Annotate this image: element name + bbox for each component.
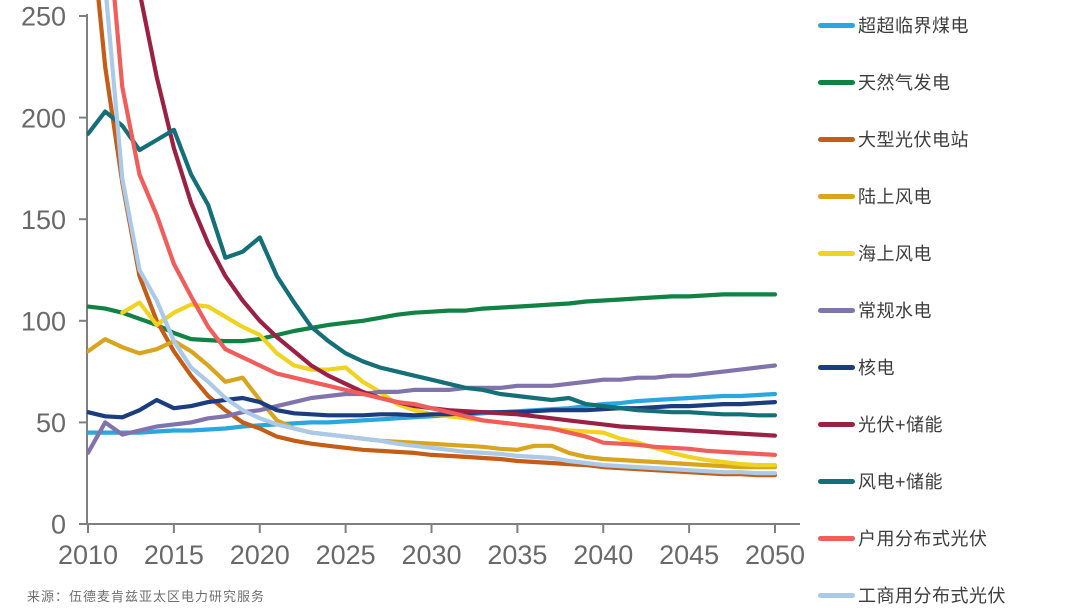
series-line-wind-storage (87, 109, 778, 418)
legend-label-pv-storage: 光伏+储能 (858, 415, 944, 435)
legend-swatch-residential-pv (818, 535, 855, 541)
legend-swatch-offshore-wind (818, 250, 855, 256)
y-tick-label: 0 (51, 510, 66, 540)
legend-swatch-utility-pv (818, 136, 855, 142)
x-tick-label: 2020 (230, 540, 290, 570)
x-tick-label: 2010 (58, 540, 118, 570)
y-tick-label: 100 (21, 307, 66, 337)
series-line-gas (87, 292, 778, 344)
series-line-ci-pv (104, 0, 778, 476)
series-line-pv-storage (139, 0, 778, 438)
series-line-hydro (87, 363, 778, 455)
legend-item-utility-pv: 大型光伏电站 (818, 127, 1074, 151)
legend-label-residential-pv: 户用分布式光伏 (858, 529, 988, 549)
legend-swatch-pv-storage (818, 421, 855, 427)
legend-label-nuclear: 核电 (858, 358, 895, 378)
x-tick-label: 2050 (745, 540, 805, 570)
legend-label-offshore-wind: 海上风电 (858, 244, 932, 264)
chart-legend: 超超临界煤电 天然气发电大型光伏电站 陆上风电海上风电常规水电核电光伏+储能风电+储… (818, 13, 1074, 607)
legend-item-wind-storage: 风电+储能 (818, 469, 1074, 493)
legend-item-onshore-wind: 陆上风电 (818, 184, 1074, 208)
x-tick-label: 2040 (573, 540, 633, 570)
legend-item-offshore-wind: 海上风电 (818, 241, 1074, 265)
legend-swatch-hydro (818, 307, 855, 313)
legend-item-coal-usc: 超超临界煤电 (818, 13, 1074, 37)
legend-label-utility-pv: 大型光伏电站 (858, 130, 969, 150)
series-line-utility-pv (96, 0, 778, 478)
legend-label-gas: 天然气发电 (858, 73, 951, 93)
legend-label-coal-usc: 超超临界煤电 (858, 16, 969, 36)
legend-label-onshore-wind: 陆上风电 (858, 187, 932, 207)
legend-label-wind-storage: 风电+储能 (858, 472, 944, 492)
x-tick-label: 2035 (487, 540, 547, 570)
legend-item-residential-pv: 户用分布式光伏 (818, 526, 1074, 550)
legend-swatch-ci-pv (818, 592, 855, 598)
y-tick-label: 250 (21, 2, 66, 32)
legend-swatch-gas (818, 79, 855, 85)
series-line-onshore-wind (87, 337, 778, 470)
x-tick-label: 2045 (659, 540, 719, 570)
legend-label-ci-pv: 工商用分布式光伏 (858, 586, 1006, 606)
legend-item-gas: 天然气发电 (818, 70, 1074, 94)
legend-swatch-onshore-wind (818, 193, 855, 199)
legend-swatch-nuclear (818, 364, 855, 370)
legend-swatch-wind-storage (818, 478, 855, 484)
y-tick-label: 200 (21, 103, 66, 133)
legend-item-nuclear: 核电 (818, 355, 1074, 379)
series-group (87, 0, 778, 478)
legend-item-ci-pv: 工商用分布式光伏 (818, 583, 1074, 607)
series-line-residential-pv (112, 0, 778, 457)
x-tick-label: 2015 (144, 540, 204, 570)
legend-item-pv-storage: 光伏+储能 (818, 412, 1074, 436)
series-line-nuclear (87, 395, 778, 420)
y-tick-label: 150 (21, 205, 66, 235)
legend-swatch-coal-usc (818, 22, 855, 28)
x-tick-label: 2025 (316, 540, 376, 570)
source-note: 来源：伍德麦肯兹亚太区电力研究服务 (27, 589, 266, 604)
line-chart: 0 50 100 150 200 250 2010 2015 2020 2025 2030 2035 2… (21, 0, 805, 570)
legend-label-hydro: 常规水电 (858, 301, 932, 321)
x-tick-label: 2030 (401, 540, 461, 570)
y-tick-label: 50 (36, 408, 66, 438)
legend-item-hydro: 常规水电 (818, 298, 1074, 322)
